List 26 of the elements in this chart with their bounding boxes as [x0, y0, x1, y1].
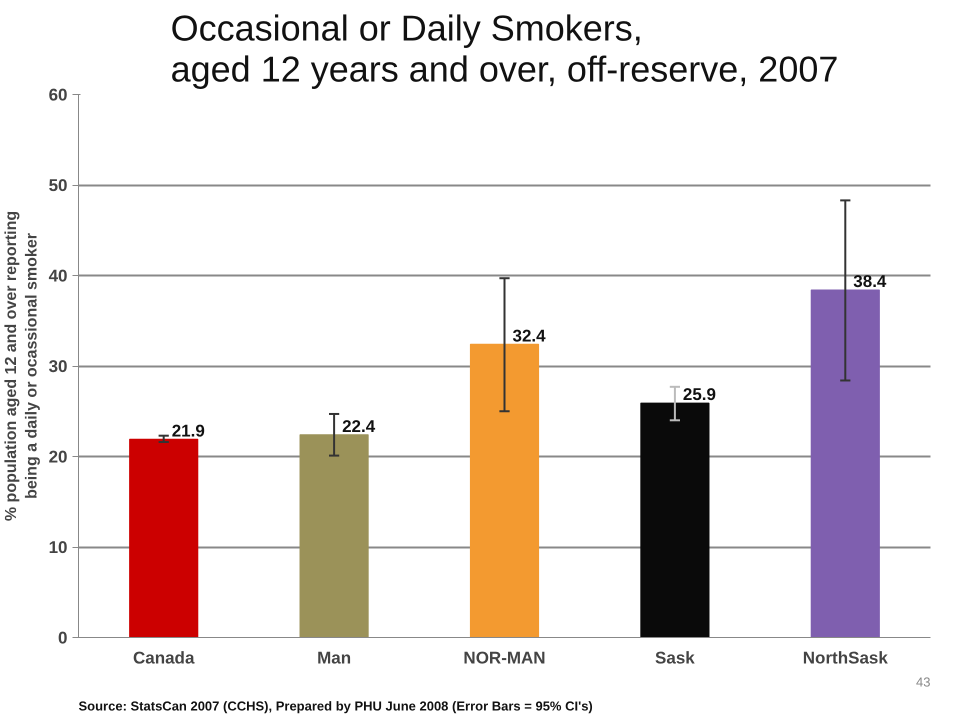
x-tick-label: NOR-MAN	[463, 648, 546, 668]
source-note: Source: StatsCan 2007 (CCHS), Prepared by PHU June 2008 (Error Bars = 95% CI's)	[78, 698, 593, 714]
y-tick-label: 0	[58, 628, 68, 648]
bar	[129, 438, 198, 638]
x-tick-label: NorthSask	[802, 648, 888, 668]
data-label: 25.9	[682, 385, 716, 404]
bar	[640, 402, 710, 638]
data-label: 21.9	[172, 421, 205, 440]
data-label: 38.4	[853, 272, 887, 291]
text: 43	[916, 674, 931, 690]
y-tick-label: 30	[48, 357, 68, 376]
y-tick-label: 10	[48, 538, 68, 557]
x-tick-label: Canada	[132, 648, 195, 668]
x-tick-label: Sask	[655, 648, 696, 668]
x-tick-label: Man	[317, 648, 352, 668]
y-tick-label: 50	[48, 176, 68, 195]
bar	[470, 344, 540, 638]
data-label: 32.4	[512, 326, 546, 346]
y-tick-label: 40	[48, 266, 68, 286]
y-tick-label: 60	[48, 86, 68, 104]
bar	[810, 289, 880, 638]
y-axis-title: % population aged 12 and over reporting being a daily or ocassional smoker	[3, 210, 41, 522]
y-tick-label: 20	[48, 448, 68, 466]
chart-title: Occasional or Daily Smokers, aged 12 years and over, off-reserve, 2007	[170, 8, 838, 90]
data-label: 22.4	[342, 416, 376, 436]
bar	[300, 434, 369, 638]
